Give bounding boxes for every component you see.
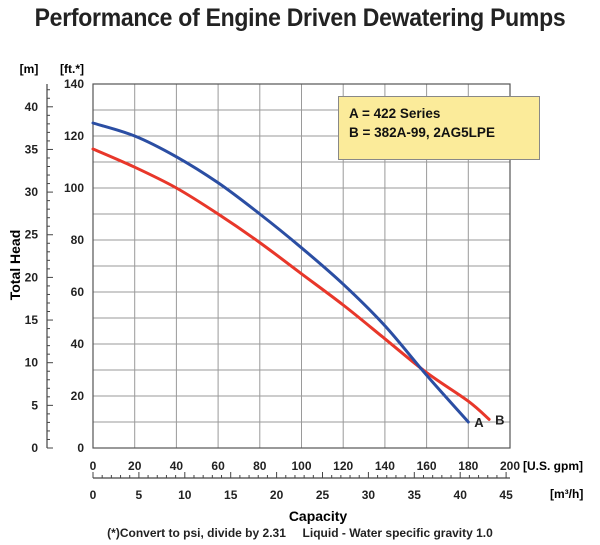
x2-tick-label: 40	[454, 488, 468, 502]
x2-tick-label: 35	[408, 488, 422, 502]
y2-tick-label: 25	[25, 228, 39, 242]
axes	[46, 83, 511, 479]
y2-tick-label: 30	[25, 185, 39, 199]
footnote: (*)Convert to psi, divide by 2.31 Liquid…	[107, 526, 493, 540]
y-tick-label: 100	[64, 181, 84, 195]
x-tick-label: 100	[291, 459, 311, 473]
x2-tick-label: 45	[499, 488, 513, 502]
plot-frame	[92, 83, 511, 449]
x-tick-label: 180	[458, 459, 478, 473]
x2-tick-label: 20	[270, 488, 284, 502]
legend-box: A = 422 Series B = 382A-99, 2AG5LPE	[338, 96, 540, 160]
x-tick-label: 20	[128, 459, 142, 473]
x-tick-label: 140	[375, 459, 395, 473]
x-tick-label: 0	[90, 459, 97, 473]
series-end-label-b: B	[495, 412, 504, 427]
x-tick-label: 80	[253, 459, 267, 473]
y-unit-label: [ft.*]	[60, 62, 84, 76]
y-tick-label: 140	[64, 77, 84, 91]
x-unit-label: [U.S. gpm]	[523, 459, 583, 473]
y2-unit-label: [m]	[20, 62, 39, 76]
x2-tick-label: 10	[178, 488, 192, 502]
y2-tick-label: 40	[25, 100, 39, 114]
y-tick-label: 60	[71, 285, 85, 299]
y2-tick-label: 5	[31, 398, 38, 412]
y2-tick-label: 0	[31, 441, 38, 455]
y2-tick-label: 35	[25, 142, 39, 156]
legend-entry-a: A = 422 Series	[349, 106, 441, 121]
legend-entry-b: B = 382A-99, 2AG5LPE	[349, 125, 495, 140]
y2-tick-label: 15	[25, 313, 39, 327]
y2-tick-label: 20	[25, 270, 39, 284]
x2-tick-label: 5	[136, 488, 143, 502]
x2-unit-label: [m³/h]	[550, 487, 583, 501]
y-axis-label: Total Head	[7, 230, 23, 301]
series-line-b	[91, 147, 491, 421]
y2-tick-label: 10	[25, 356, 39, 370]
series-line-a	[91, 121, 470, 424]
y-tick-label: 40	[71, 337, 85, 351]
y-tick-label: 20	[71, 389, 85, 403]
axis-labels: Capacity Total Head [m] [ft.*] [U.S. gpm…	[7, 62, 583, 524]
x2-tick-label: 15	[224, 488, 238, 502]
x-tick-label: 40	[170, 459, 184, 473]
x2-tick-label: 0	[90, 488, 97, 502]
series-lines: BA	[91, 121, 505, 430]
x-tick-label: 160	[417, 459, 437, 473]
y-tick-label: 0	[77, 441, 84, 455]
x2-tick-label: 25	[316, 488, 330, 502]
y-tick-label: 120	[64, 129, 84, 143]
chart-title: Performance of Engine Driven Dewatering …	[34, 4, 566, 32]
x2-tick-label: 30	[362, 488, 376, 502]
x-tick-label: 200	[500, 459, 520, 473]
series-end-label-a: A	[474, 415, 484, 430]
y-tick-label: 80	[71, 233, 85, 247]
x-tick-label: 120	[333, 459, 353, 473]
x-axis-label: Capacity	[289, 508, 348, 524]
x-tick-label: 60	[211, 459, 225, 473]
